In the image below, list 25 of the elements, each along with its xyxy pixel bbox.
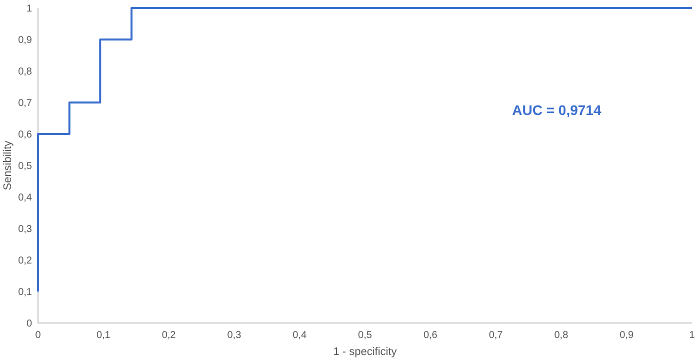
y-tick-label: 0,3: [18, 224, 32, 235]
y-tick-label: 0,4: [18, 192, 32, 204]
y-tick-label: 0,5: [18, 161, 32, 172]
x-tick-label: 0,8: [554, 330, 569, 341]
x-axis-title: 1 - specificity: [333, 346, 398, 358]
x-tick-label: 0,2: [162, 330, 176, 341]
y-tick-label: 0,7: [18, 98, 32, 109]
x-tick-label: 1: [689, 330, 696, 341]
y-tick-label: 0,2: [18, 256, 32, 266]
y-tick-label: 0,9: [18, 35, 32, 46]
x-tick-label: 0,9: [620, 330, 634, 341]
x-tick-label: 0,6: [423, 330, 438, 341]
y-tick-label: 0,8: [18, 66, 32, 78]
y-axis-title: Sensibility: [2, 140, 14, 190]
annotation: AUC = 0,9714: [512, 102, 602, 118]
y-tick-label: 1: [26, 4, 32, 14]
x-tick-label: 0,3: [227, 330, 242, 341]
y-tick-label: 0,6: [18, 130, 32, 140]
x-tick-label: 0,4: [292, 330, 307, 341]
y-tick-label: 0,1: [18, 287, 32, 298]
y-tick-label: 0: [26, 318, 32, 330]
x-tick-label: 0,5: [358, 330, 372, 341]
x-tick-label: 0,7: [488, 330, 504, 341]
x-tick-label: 0,1: [96, 330, 111, 341]
x-tick-label: 0: [35, 330, 42, 341]
